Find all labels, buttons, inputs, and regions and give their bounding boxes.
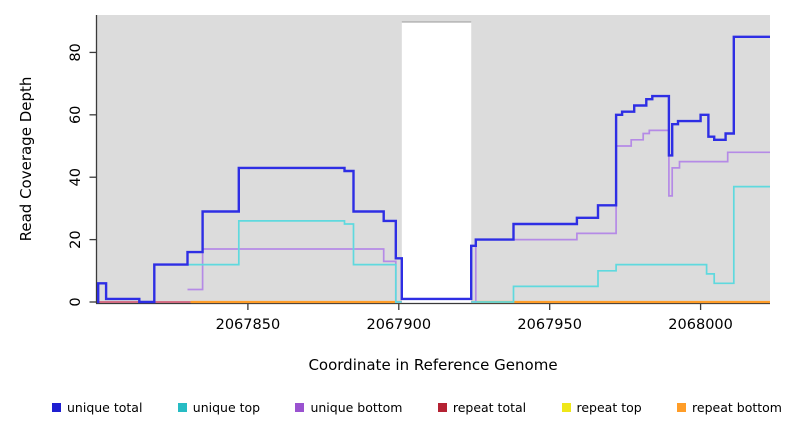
legend-item-repeat-bottom: repeat bottom	[677, 400, 782, 415]
legend-swatch-repeat-bottom	[677, 402, 687, 412]
x-tick-label: 2067900	[367, 317, 432, 333]
series-unique-top	[187, 220, 402, 303]
legend-label-repeat-top: repeat top	[576, 399, 642, 415]
legend-swatch-repeat-total	[437, 402, 447, 412]
legend-label-unique-total: unique total	[67, 399, 143, 415]
x-tick-label: 2067850	[216, 317, 281, 333]
legend-label-unique-bottom: unique bottom	[310, 399, 403, 415]
legend-swatch-unique-bottom	[295, 402, 305, 412]
legend-item-unique-total: unique total	[52, 400, 142, 415]
legend-swatch-repeat-top	[561, 402, 571, 412]
legend-label-repeat-bottom: repeat bottom	[692, 399, 782, 415]
legend-swatch-unique-total	[52, 402, 61, 412]
no-data-gap	[401, 22, 472, 304]
legend-label-repeat-total: repeat total	[452, 399, 527, 415]
y-tick-label: 60	[68, 106, 84, 124]
legend-item-unique-bottom: unique bottom	[295, 399, 403, 415]
series-unique-total	[97, 35, 770, 304]
series-unique-bottom	[471, 129, 770, 303]
y-tick-label: 20	[68, 230, 84, 248]
legend-label-unique-top: unique top	[192, 399, 261, 415]
series-unique-top	[471, 185, 770, 303]
y-axis-title: Read Coverage Depth	[17, 77, 35, 242]
legend: unique total unique top unique bottom repea…	[0, 397, 792, 417]
plot-layer: 2067850 2067900 2067950 2068000 0 20 40 60 80	[68, 15, 770, 333]
legend-item-unique-top: unique top	[177, 399, 261, 415]
y-tick-label: 40	[68, 168, 84, 186]
x-tick-label: 2068000	[668, 317, 733, 333]
legend-swatch-unique-top	[177, 402, 187, 412]
legend-item-repeat-total: repeat total	[437, 399, 527, 415]
legend-item-repeat-top: repeat top	[561, 399, 642, 415]
x-axis-title: Coordinate in Reference Genome	[308, 356, 557, 374]
y-tick-label: 80	[68, 43, 84, 61]
x-tick-label: 2067950	[517, 317, 582, 333]
coverage-chart: 2067850 2067900 2067950 2068000 0 20 40 60 80 Co…	[17, 15, 770, 374]
y-tick-label: 0	[68, 297, 84, 306]
